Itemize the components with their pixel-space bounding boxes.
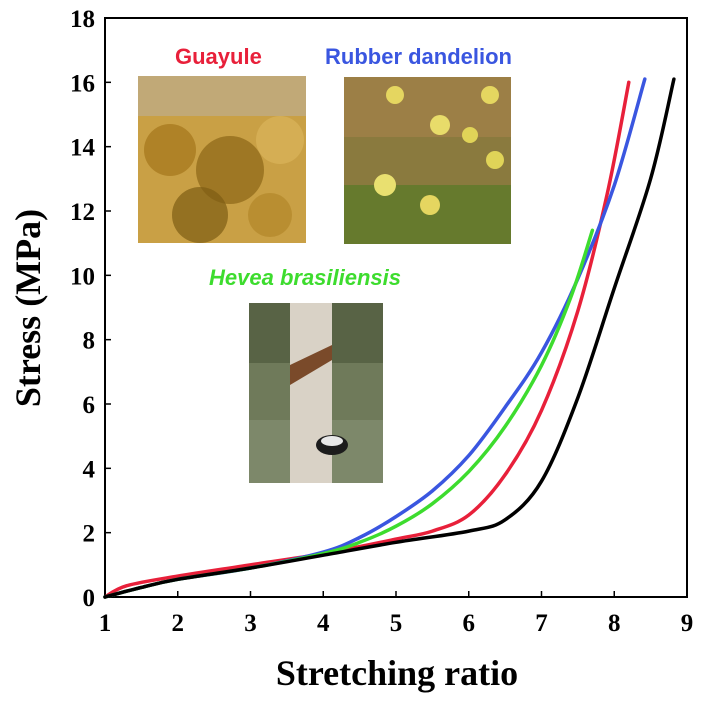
hevea-label: Hevea brasiliensis (209, 265, 401, 290)
series-layer (103, 77, 676, 599)
x-tick-label: 6 (463, 610, 476, 637)
x-tick-label: 1 (99, 610, 112, 637)
x-tick-label: 8 (608, 610, 621, 637)
hevea-photo (249, 303, 383, 483)
series-line-guayule (103, 80, 631, 599)
x-tick-label: 9 (681, 610, 694, 637)
y-tick-label: 14 (70, 135, 96, 162)
y-tick-label: 6 (83, 392, 96, 419)
y-axis-title: Stress (MPa) (8, 209, 48, 407)
x-tick-label: 2 (172, 610, 185, 637)
x-tick-label: 7 (535, 610, 548, 637)
y-tick-label: 0 (83, 585, 96, 612)
y-tick-label: 16 (70, 70, 95, 97)
x-tick-label: 4 (317, 610, 330, 637)
y-tick-label: 2 (83, 521, 96, 548)
x-tick-label: 3 (244, 610, 257, 637)
y-tick-label: 12 (70, 199, 95, 226)
guayule-photo (138, 76, 306, 243)
x-tick-label: 5 (390, 610, 403, 637)
rubber-dandelion-label: Rubber dandelion (325, 44, 512, 69)
y-tick-label: 4 (83, 456, 96, 483)
x-axis-title: Stretching ratio (276, 653, 518, 693)
y-tick-label: 8 (83, 328, 96, 355)
y-tick-label: 18 (70, 6, 95, 33)
y-tick-label: 10 (70, 263, 95, 290)
guayule-label: Guayule (175, 44, 262, 69)
rubber-dandelion-photo (344, 77, 511, 244)
series-line-unlabeled-black (103, 77, 676, 599)
